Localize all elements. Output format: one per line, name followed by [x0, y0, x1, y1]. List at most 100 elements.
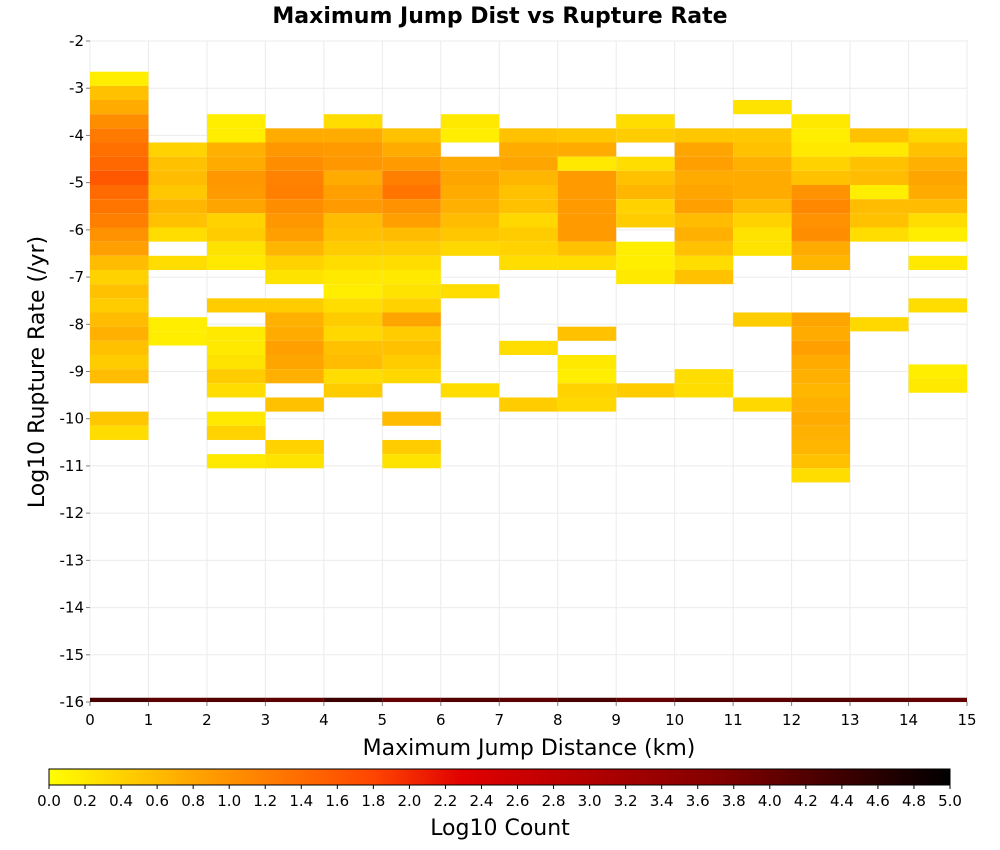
heatmap-cell	[499, 397, 558, 412]
colorbar-tick-label: 1.6	[325, 792, 349, 810]
heatmap-cell	[499, 241, 558, 256]
heatmap-cell	[206, 213, 266, 228]
heatmap-cell	[323, 185, 383, 200]
heatmap-cell	[674, 383, 734, 398]
heatmap-cell	[265, 269, 324, 285]
heatmap-cell	[90, 326, 149, 341]
heatmap-cell	[557, 369, 617, 384]
heatmap-cell	[265, 312, 324, 327]
heatmap-cell	[674, 369, 734, 384]
x-tick-label: 13	[841, 711, 860, 729]
heatmap-cell	[206, 255, 266, 270]
heatmap-cell	[382, 284, 441, 299]
heatmap-cell	[90, 227, 149, 242]
heatmap-cell	[733, 312, 792, 327]
heatmap-cell	[908, 142, 967, 157]
heatmap-cell	[557, 213, 617, 228]
heatmap-cell	[265, 227, 324, 242]
heatmap-cell-bottom-row	[148, 697, 207, 702]
heatmap-cell	[206, 142, 266, 157]
heatmap-cell	[616, 269, 675, 285]
heatmap-cell	[90, 340, 149, 355]
heatmap-cell	[206, 241, 266, 256]
colorbar-tick-label: 2.4	[470, 792, 494, 810]
heatmap-cell	[557, 128, 617, 143]
heatmap-cell	[908, 227, 967, 242]
heatmap-cell	[382, 326, 441, 341]
heatmap-cell	[791, 425, 851, 440]
heatmap-cell	[850, 128, 909, 143]
heatmap-cell-bottom-row	[908, 697, 967, 702]
heatmap-cell	[323, 340, 383, 355]
heatmap-cell	[440, 213, 500, 228]
y-tick-label: -4	[69, 126, 84, 144]
heatmap-cell	[265, 454, 324, 469]
heatmap-cell	[382, 142, 441, 157]
heatmap-cell	[557, 227, 617, 242]
heatmap-cell	[206, 354, 266, 370]
heatmap-cell	[265, 142, 324, 157]
heatmap-cell	[148, 213, 207, 228]
heatmap-cell	[616, 213, 675, 228]
heatmap-cell	[206, 326, 266, 341]
heatmap-cell	[791, 156, 851, 171]
heatmap-cell	[265, 128, 324, 143]
heatmap-cell	[499, 156, 558, 171]
heatmap-cell	[733, 227, 792, 242]
heatmap-cell	[616, 128, 675, 143]
heatmap-cell-bottom-row	[440, 697, 500, 702]
colorbar-tick-label: 2.8	[542, 792, 566, 810]
y-tick-label: -13	[60, 551, 85, 569]
heatmap-cell	[206, 227, 266, 242]
heatmap-cell	[499, 255, 558, 270]
heatmap-cell	[850, 185, 909, 200]
x-axis-label: Maximum Jump Distance (km)	[363, 736, 696, 761]
colorbar	[48, 768, 951, 786]
colorbar-tick-label: 2.2	[434, 792, 458, 810]
y-tick-label: -14	[60, 599, 85, 617]
heatmap-cell	[674, 142, 734, 157]
heatmap-cell-bottom-row	[791, 697, 851, 702]
heatmap-cell	[440, 170, 500, 186]
y-tick-label: -11	[60, 457, 85, 475]
heatmap-cell	[265, 369, 324, 384]
heatmap-cell	[148, 185, 207, 200]
heatmap-cell	[791, 397, 851, 412]
heatmap-cell	[674, 213, 734, 228]
heatmap-cell	[733, 156, 792, 171]
heatmap-cell	[206, 128, 266, 143]
heatmap-cell	[733, 185, 792, 200]
heatmap-cell	[148, 156, 207, 171]
heatmap-cell	[850, 199, 909, 214]
y-tick-label: -10	[60, 410, 85, 428]
x-tick-label: 0	[85, 711, 95, 729]
heatmap-cell	[791, 439, 851, 455]
heatmap-cell	[733, 213, 792, 228]
x-tick-label: 7	[494, 711, 504, 729]
heatmap-cell	[557, 397, 617, 412]
x-tick-label: 2	[202, 711, 212, 729]
heatmap-cell	[557, 383, 617, 398]
heatmap-cell	[90, 425, 149, 440]
colorbar-tick-label: 2.0	[397, 792, 421, 810]
heatmap-cell	[850, 317, 909, 332]
heatmap-cell	[674, 227, 734, 242]
heatmap-cell	[90, 284, 149, 299]
heatmap-cell	[499, 142, 558, 157]
heatmap-cell	[850, 213, 909, 228]
heatmap-cell	[791, 227, 851, 242]
heatmap-cell	[206, 156, 266, 171]
colorbar-tick-label: 4.8	[902, 792, 926, 810]
y-tick-label: -7	[69, 268, 84, 286]
heatmap-cell	[90, 170, 149, 186]
heatmap-cell	[323, 312, 383, 327]
heatmap-cell	[206, 454, 266, 469]
heatmap-cell	[440, 114, 500, 129]
colorbar-tick-label: 4.4	[830, 792, 854, 810]
heatmap-cell	[90, 199, 149, 214]
heatmap-cell	[791, 128, 851, 143]
heatmap-cell	[382, 241, 441, 256]
heatmap-cell	[674, 170, 734, 186]
heatmap-cell	[791, 354, 851, 370]
heatmap-cell	[206, 369, 266, 384]
